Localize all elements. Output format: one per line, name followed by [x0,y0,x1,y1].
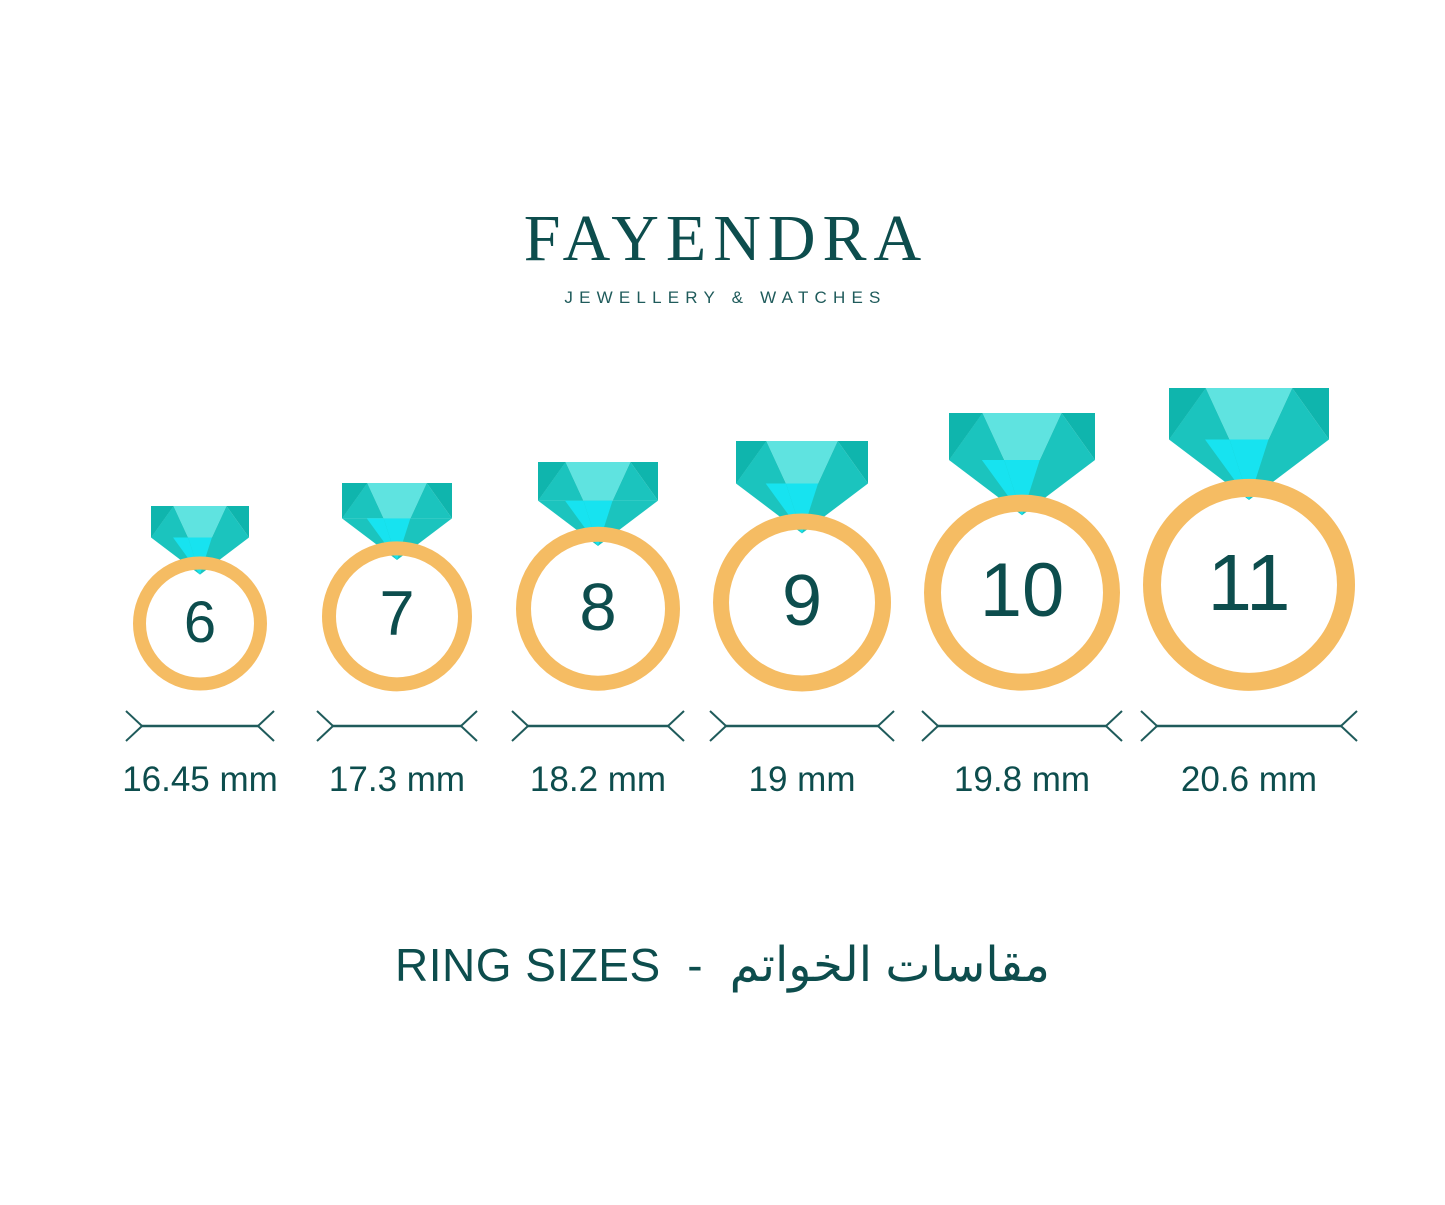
diameter-dimension-marker [116,704,284,748]
ring-size-item[interactable]: 9 [653,431,951,711]
ring-size-number: 9 [781,560,823,641]
dimension-arrow-icon [316,710,478,742]
diamond-icon [949,413,1095,516]
diameter-dimension-marker [912,704,1132,748]
chart-title: RING SIZES - مقاسات الخواتم [0,937,1445,993]
ring-illustration [1143,388,1355,691]
diameter-dimension-marker [502,704,694,748]
ring-size-number: 6 [183,589,217,655]
brand-wordmark: FAYENDRA [523,202,929,275]
ring-illustration [924,413,1120,691]
ring-illustration [322,482,472,691]
ring-diameter-label: 19 mm [748,760,856,799]
ring-graphic: 11 [1083,378,1415,711]
brand-tagline: JEWELLERY & WATCHES [564,288,887,307]
dimension-arrow-icon [511,710,685,742]
diamond-icon [1169,388,1329,501]
diamond-icon [151,506,249,576]
ring-diameter-label: 20.6 mm [1180,760,1318,799]
ring-size-item[interactable]: 8 [456,452,740,711]
brand-logo: FAYENDRA JEWELLERY & WATCHES [0,206,1445,308]
ring-illustration [713,440,891,691]
dimension-arrow-icon [709,710,895,742]
ring-band [1143,478,1355,691]
ring-band [924,494,1120,691]
ring-band [516,526,680,691]
chart-title-english: RING SIZES [394,939,661,991]
ring-illustration [516,462,680,691]
ring-graphic: 10 [864,403,1180,711]
ring-illustration [133,506,267,691]
ring-size-item[interactable]: 10 [864,403,1180,711]
ring-size-item[interactable]: 11 [1083,378,1415,711]
ring-graphic: 7 [262,473,532,711]
ring-graphic: 8 [456,452,740,711]
ring-size-number: 11 [1207,538,1291,628]
diameter-dimension-marker [700,704,904,748]
ring-graphic: 9 [653,431,951,711]
diamond-icon [538,462,658,547]
ring-diameter-label: 16.45 mm [122,760,278,799]
ring-size-item[interactable]: 6 [73,496,327,711]
diamond-icon [736,440,868,533]
ring-graphic: 6 [73,496,327,711]
diameter-dimension-marker [307,704,487,748]
ring-size-number: 10 [979,548,1065,634]
ring-diameter-label: 19.8 mm [953,760,1091,799]
chart-title-separator: - [687,939,704,991]
ring-size-number: 8 [579,570,617,646]
ring-size-item[interactable]: 7 [262,473,532,711]
ring-band [133,556,267,691]
ring-band [713,512,891,691]
ring-band [322,540,472,691]
ring-diameter-label: 17.3 mm [328,760,466,799]
chart-title-arabic: مقاسات الخواتم [729,939,1051,992]
ring-size-number: 7 [379,579,415,650]
ring-diameter-label: 18.2 mm [529,760,667,799]
dimension-arrow-icon [1140,710,1358,742]
diameter-dimension-marker [1131,704,1367,748]
dimension-arrow-icon [921,710,1123,742]
dimension-arrow-icon [125,710,275,742]
